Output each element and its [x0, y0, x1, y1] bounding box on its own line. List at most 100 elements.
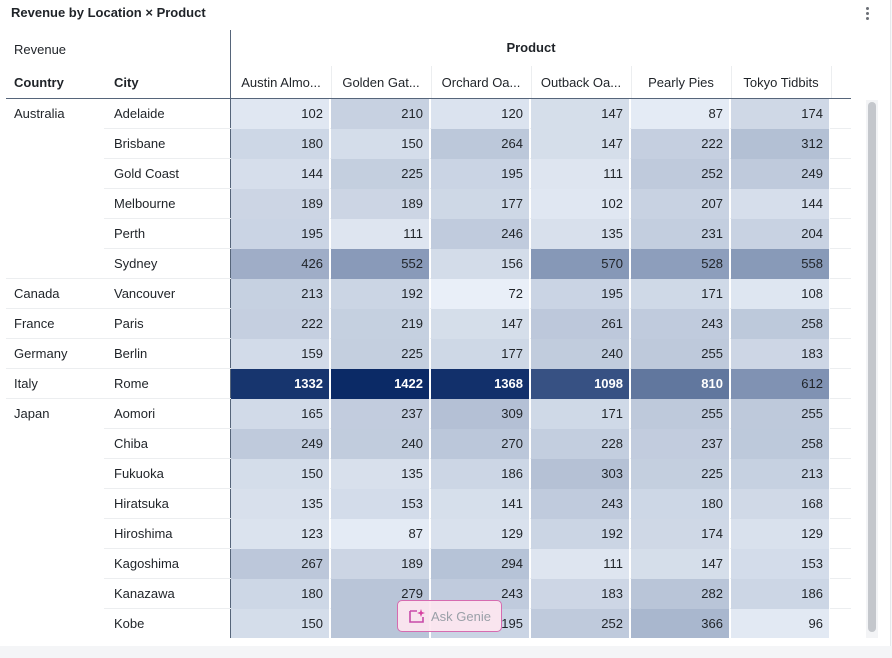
value-cell[interactable]: 228 [531, 429, 630, 459]
value-cell[interactable]: 129 [731, 519, 830, 549]
ask-genie-button[interactable]: Ask Genie [397, 600, 502, 632]
value-cell[interactable]: 366 [631, 609, 730, 638]
value-cell[interactable]: 570 [531, 249, 630, 279]
value-cell[interactable]: 180 [631, 489, 730, 519]
value-cell[interactable]: 261 [531, 309, 630, 339]
value-cell[interactable]: 183 [731, 339, 830, 369]
column-header[interactable]: Outback Oa... [531, 66, 632, 98]
value-cell[interactable]: 111 [531, 549, 630, 579]
value-cell[interactable]: 192 [531, 519, 630, 549]
value-cell[interactable]: 147 [631, 549, 730, 579]
value-cell[interactable]: 258 [731, 309, 830, 339]
value-cell[interactable]: 189 [331, 189, 430, 219]
value-cell[interactable]: 1098 [531, 369, 630, 399]
value-cell[interactable]: 174 [631, 519, 730, 549]
value-cell[interactable]: 213 [231, 279, 330, 309]
value-cell[interactable]: 243 [631, 309, 730, 339]
value-cell[interactable]: 135 [531, 219, 630, 249]
value-cell[interactable]: 1368 [431, 369, 530, 399]
vertical-scrollbar[interactable] [866, 100, 878, 638]
value-cell[interactable]: 147 [531, 129, 630, 159]
value-cell[interactable]: 222 [631, 129, 730, 159]
value-cell[interactable]: 183 [531, 579, 630, 609]
value-cell[interactable]: 249 [231, 429, 330, 459]
value-cell[interactable]: 87 [331, 519, 430, 549]
value-cell[interactable]: 225 [331, 159, 430, 189]
value-cell[interactable]: 150 [231, 459, 330, 489]
value-cell[interactable]: 267 [231, 549, 330, 579]
value-cell[interactable]: 426 [231, 249, 330, 279]
value-cell[interactable]: 72 [431, 279, 530, 309]
value-cell[interactable]: 180 [231, 129, 330, 159]
value-cell[interactable]: 810 [631, 369, 730, 399]
value-cell[interactable]: 312 [731, 129, 830, 159]
value-cell[interactable]: 102 [531, 189, 630, 219]
value-cell[interactable]: 258 [731, 429, 830, 459]
value-cell[interactable]: 171 [631, 279, 730, 309]
value-cell[interactable]: 1422 [331, 369, 430, 399]
value-cell[interactable]: 141 [431, 489, 530, 519]
value-cell[interactable]: 252 [531, 609, 630, 638]
value-cell[interactable]: 255 [731, 399, 830, 429]
value-cell[interactable]: 111 [331, 219, 430, 249]
value-cell[interactable]: 252 [631, 159, 730, 189]
value-cell[interactable]: 87 [631, 99, 730, 129]
value-cell[interactable]: 612 [731, 369, 830, 399]
value-cell[interactable]: 558 [731, 249, 830, 279]
row-header-country[interactable]: Country [14, 75, 64, 90]
value-cell[interactable]: 159 [231, 339, 330, 369]
value-cell[interactable]: 135 [331, 459, 430, 489]
value-cell[interactable]: 144 [231, 159, 330, 189]
value-cell[interactable]: 144 [731, 189, 830, 219]
value-cell[interactable]: 150 [331, 129, 430, 159]
value-cell[interactable]: 156 [431, 249, 530, 279]
value-cell[interactable]: 189 [231, 189, 330, 219]
value-cell[interactable]: 180 [231, 579, 330, 609]
value-cell[interactable]: 255 [631, 399, 730, 429]
value-cell[interactable]: 210 [331, 99, 430, 129]
value-cell[interactable]: 195 [531, 279, 630, 309]
value-cell[interactable]: 231 [631, 219, 730, 249]
column-header[interactable]: Orchard Oa... [431, 66, 532, 98]
column-header[interactable]: Golden Gat... [331, 66, 432, 98]
value-cell[interactable]: 186 [731, 579, 830, 609]
value-cell[interactable]: 282 [631, 579, 730, 609]
value-cell[interactable]: 129 [431, 519, 530, 549]
value-cell[interactable]: 186 [431, 459, 530, 489]
value-cell[interactable]: 174 [731, 99, 830, 129]
value-cell[interactable]: 237 [331, 399, 430, 429]
value-cell[interactable]: 222 [231, 309, 330, 339]
value-cell[interactable]: 303 [531, 459, 630, 489]
kebab-menu-icon[interactable] [860, 4, 874, 22]
value-cell[interactable]: 270 [431, 429, 530, 459]
value-cell[interactable]: 189 [331, 549, 430, 579]
value-cell[interactable]: 219 [331, 309, 430, 339]
value-cell[interactable]: 243 [531, 489, 630, 519]
value-cell[interactable]: 147 [431, 309, 530, 339]
value-cell[interactable]: 108 [731, 279, 830, 309]
value-cell[interactable]: 96 [731, 609, 830, 638]
value-cell[interactable]: 147 [531, 99, 630, 129]
value-cell[interactable]: 1332 [231, 369, 330, 399]
value-cell[interactable]: 240 [331, 429, 430, 459]
value-cell[interactable]: 123 [231, 519, 330, 549]
value-cell[interactable]: 246 [431, 219, 530, 249]
value-cell[interactable]: 249 [731, 159, 830, 189]
column-header[interactable]: Pearly Pies [631, 66, 732, 98]
value-cell[interactable]: 177 [431, 339, 530, 369]
value-cell[interactable]: 240 [531, 339, 630, 369]
value-cell[interactable]: 135 [231, 489, 330, 519]
value-cell[interactable]: 264 [431, 129, 530, 159]
scrollbar-thumb[interactable] [868, 102, 876, 632]
value-cell[interactable]: 195 [231, 219, 330, 249]
value-cell[interactable]: 165 [231, 399, 330, 429]
value-cell[interactable]: 177 [431, 189, 530, 219]
value-cell[interactable]: 237 [631, 429, 730, 459]
value-cell[interactable]: 528 [631, 249, 730, 279]
value-cell[interactable]: 309 [431, 399, 530, 429]
value-cell[interactable]: 150 [231, 609, 330, 638]
row-header-city[interactable]: City [114, 75, 139, 90]
value-cell[interactable]: 171 [531, 399, 630, 429]
value-cell[interactable]: 102 [231, 99, 330, 129]
value-cell[interactable]: 120 [431, 99, 530, 129]
